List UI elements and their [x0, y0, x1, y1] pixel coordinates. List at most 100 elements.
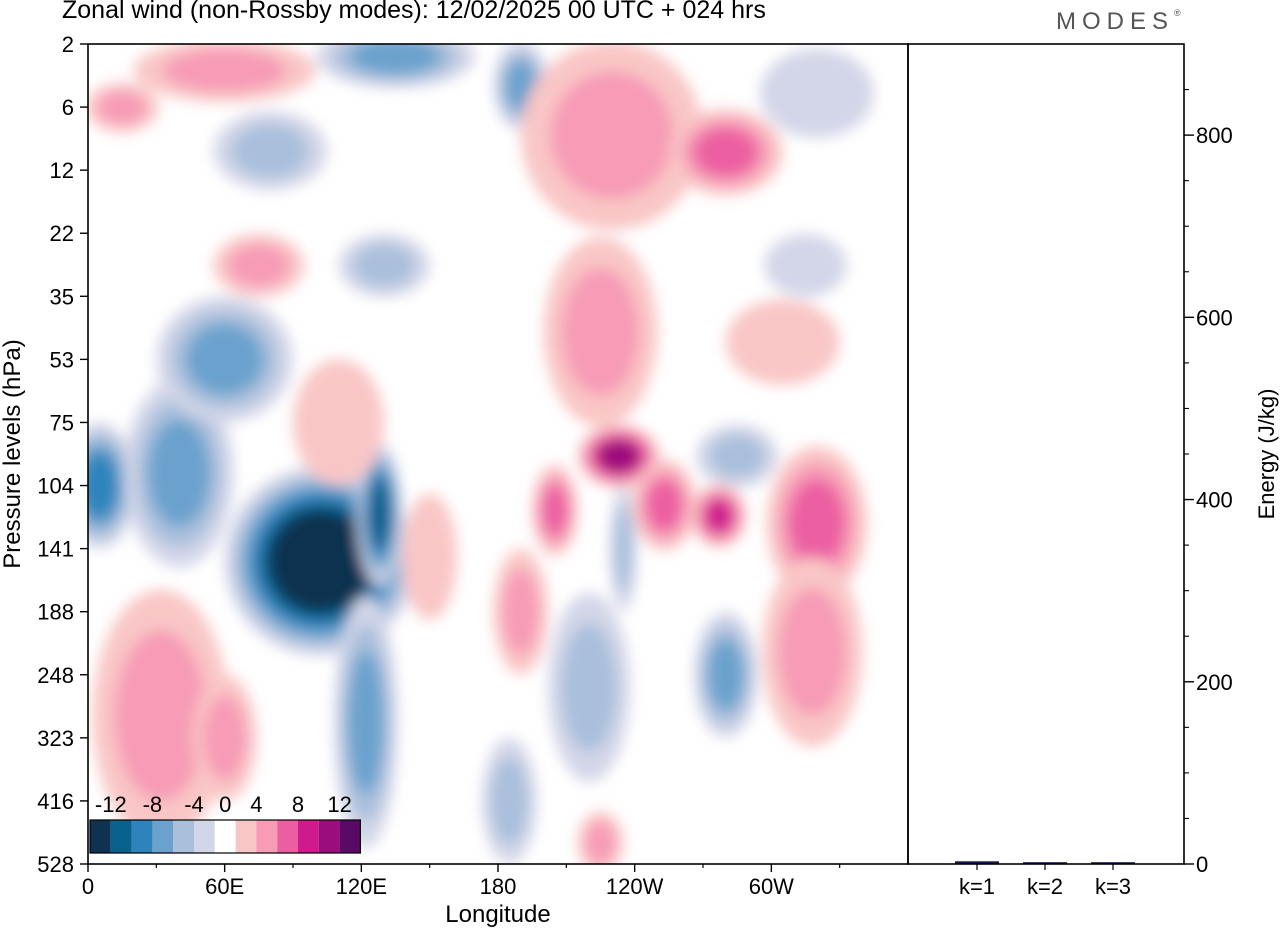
colorbar-frame — [89, 819, 361, 854]
x-axis: 0 60E 120E 180 120W 60W — [82, 864, 841, 899]
wind-feature-16 — [759, 48, 874, 139]
wind-feature-13 — [696, 424, 779, 488]
wind-feature-17 — [577, 424, 660, 488]
wind-feature-9 — [338, 233, 430, 298]
contour-level — [347, 650, 384, 794]
colorbar-swatch — [173, 820, 194, 853]
contour-level — [97, 90, 147, 125]
contour-level — [707, 639, 744, 711]
contour-level — [550, 71, 674, 200]
contour-level — [542, 484, 568, 537]
energy-tick-label: 200 — [1196, 670, 1233, 695]
wind-feature-11 — [693, 611, 758, 738]
y-tick-label: 6 — [62, 95, 74, 120]
contour-field — [88, 44, 874, 864]
y-tick-label: 416 — [37, 789, 74, 814]
colorbar-label: 12 — [327, 792, 351, 817]
contour-level — [148, 419, 211, 527]
x-tick-label: 60E — [205, 874, 244, 899]
x-tick-label: 180 — [480, 874, 517, 899]
contour-level — [163, 49, 287, 92]
x-tick-label: 120E — [336, 874, 387, 899]
contour-level — [185, 323, 264, 396]
wind-feature-2 — [334, 596, 398, 849]
x-axis-label: Longitude — [445, 901, 550, 928]
contour-level — [402, 493, 457, 620]
wind-feature-34 — [402, 493, 457, 620]
contour-level — [490, 758, 528, 844]
colorbar-swatch — [235, 820, 257, 853]
wind-feature-19 — [632, 459, 697, 551]
wind-feature-31 — [88, 82, 159, 133]
wind-feature-12 — [609, 485, 637, 612]
energy-bar-k=1 — [955, 861, 999, 864]
colorbar-label: -8 — [143, 792, 163, 817]
wind-feature-28 — [543, 237, 658, 427]
contour-level — [614, 506, 633, 592]
energy-frame — [907, 43, 1185, 865]
logo-text: MODES — [1056, 8, 1175, 35]
colorbar-swatch — [131, 820, 153, 853]
colorbar: -12 -8 -4 0 4 8 12 — [89, 792, 361, 854]
contour-level — [350, 44, 441, 75]
energy-tick-label: 400 — [1196, 488, 1233, 513]
contour-level — [502, 569, 540, 655]
y-tick-label: 12 — [50, 158, 74, 183]
wind-feature-29 — [213, 233, 305, 298]
colorbar-label: -12 — [95, 792, 127, 817]
wind-feature-27 — [668, 109, 783, 196]
bar-category-label: k=3 — [1095, 874, 1131, 899]
energy-bar-k=2 — [1023, 862, 1067, 864]
colorbar-swatch — [110, 820, 132, 853]
y-tick-label: 75 — [50, 410, 74, 435]
colorbar-swatch — [339, 820, 361, 853]
colorbar-label: 4 — [250, 792, 262, 817]
energy-axis: 0 200 400 600 800 — [1184, 89, 1233, 877]
colorbar-swatch — [194, 820, 215, 853]
contour-level — [293, 359, 385, 486]
energy-tick-label: 800 — [1196, 123, 1233, 148]
y-tick-label: 35 — [50, 284, 74, 309]
bar-category-axis: k=1 k=2 k=3 — [959, 864, 1131, 899]
contour-level — [561, 623, 617, 752]
wind-feature-24 — [92, 589, 230, 842]
contour-level — [704, 499, 733, 533]
contour-level — [646, 479, 683, 531]
contour-level — [585, 821, 616, 864]
contour-level — [368, 479, 391, 549]
wind-feature-23 — [493, 548, 549, 675]
energy-tick-label: 600 — [1196, 305, 1233, 330]
contour-level — [759, 48, 874, 139]
contour-level — [693, 127, 759, 177]
colorbar-swatch — [298, 820, 319, 853]
contour-level — [88, 453, 119, 518]
colorbar-label: 8 — [292, 792, 304, 817]
y-tick-label: 2 — [62, 32, 74, 57]
wind-feature-8 — [213, 111, 328, 191]
contour-level — [277, 519, 363, 604]
colorbar-swatch — [256, 820, 278, 853]
contour-level — [562, 267, 639, 396]
wind-feature-21 — [766, 445, 868, 601]
y-axis-label: Pressure levels (hPa) — [0, 339, 26, 568]
y-tick-label: 53 — [50, 347, 74, 372]
energy-bar-k=3 — [1091, 862, 1135, 864]
wind-feature-35 — [577, 811, 624, 864]
y-tick-label: 188 — [37, 600, 74, 625]
colorbar-swatch — [90, 820, 111, 853]
bar-category-label: k=2 — [1027, 874, 1063, 899]
wind-feature-6 — [315, 44, 476, 89]
contour-level — [231, 124, 309, 178]
wind-feature-22 — [762, 557, 863, 747]
colorbar-swatch — [277, 820, 298, 853]
x-tick-label: 60W — [749, 874, 794, 899]
contour-level — [709, 434, 765, 478]
y-tick-label: 104 — [37, 474, 74, 499]
colorbar-label: 0 — [219, 792, 231, 817]
y-tick-label: 22 — [50, 221, 74, 246]
wind-feature-10 — [548, 592, 631, 783]
contour-level — [778, 587, 847, 716]
colorbar-swatch — [152, 820, 174, 853]
